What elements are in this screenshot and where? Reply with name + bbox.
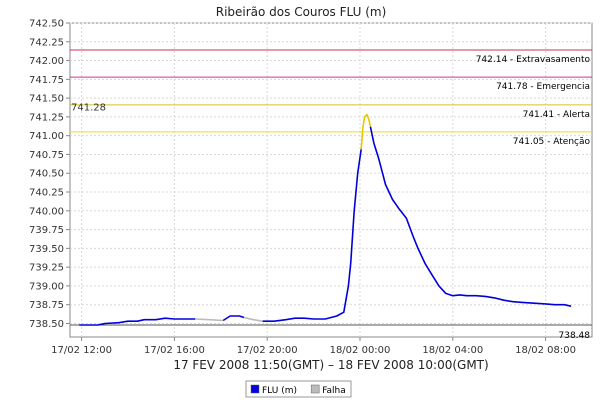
y-tick-label: 740.25 [29, 188, 64, 199]
y-tick-label: 741.25 [29, 112, 64, 123]
series-line-flu-m [369, 126, 572, 307]
y-tick-label: 741.75 [29, 75, 64, 86]
legend: FLU (m) Falha [245, 380, 352, 398]
label-layer: 741.28 [71, 103, 106, 114]
legend-swatch [250, 384, 260, 394]
y-tick-label: 739.50 [29, 244, 64, 255]
y-tick-label: 742.25 [29, 37, 64, 48]
series-line-falha [243, 316, 263, 322]
peak-annotation: 741.28 [71, 103, 106, 114]
y-tick-label: 739.00 [29, 281, 64, 292]
series-line-flu-m [222, 315, 245, 322]
threshold-label: 741.78 - Emergencia [496, 82, 590, 92]
legend-swatch [310, 384, 320, 394]
series-line-flu-m [79, 317, 196, 326]
chart-title: Ribeirão dos Couros FLU (m) [216, 5, 387, 19]
legend-label: FLU (m) [262, 386, 297, 396]
plot-area: 738.50 738.75 739.00 739.25 739.50 739.75 740.… [29, 19, 593, 356]
series-line-flu-m [262, 149, 362, 323]
y-tick-label: 740.00 [29, 206, 64, 217]
y-tick-label: 742.50 [29, 19, 64, 30]
y-tick-label: 741.00 [29, 131, 64, 142]
series-line-peak [360, 113, 372, 150]
x-axis-title: 17 FEV 2008 11:50(GMT) – 18 FEV 2008 10:… [173, 358, 488, 372]
x-tick-label: 17/02 16:00 [144, 345, 205, 356]
y-tick-label: 740.50 [29, 169, 64, 180]
x-tick-label: 17/02 12:00 [51, 345, 112, 356]
y-tick-label: 740.75 [29, 150, 64, 161]
legend-label: Falha [322, 386, 346, 396]
y-tick-label: 739.75 [29, 225, 64, 236]
x-tick-label: 18/02 00:00 [330, 345, 391, 356]
threshold-label: 742.14 - Extravasamento [476, 55, 591, 65]
series-layer [79, 113, 572, 326]
threshold-label: 738.48 [559, 331, 591, 341]
y-tick-label: 741.50 [29, 94, 64, 105]
plot-frame [69, 22, 593, 338]
threshold-layer: 742.14 - Extravasamento 741.78 - Emergenc… [70, 49, 592, 341]
threshold-label: 741.41 - Alerta [523, 110, 590, 120]
y-tick-label: 742.00 [29, 56, 64, 67]
x-tick-label: 18/02 08:00 [515, 345, 576, 356]
y-tick-label: 738.75 [29, 300, 64, 311]
x-tick-label: 17/02 20:00 [237, 345, 298, 356]
series-line-falha [195, 318, 224, 322]
legend-box [245, 380, 352, 398]
x-tick-label: 18/02 04:00 [422, 345, 483, 356]
y-tick-label: 739.25 [29, 263, 64, 274]
y-tick-label: 738.50 [29, 319, 64, 330]
threshold-label: 741.05 - Atenção [513, 137, 591, 147]
